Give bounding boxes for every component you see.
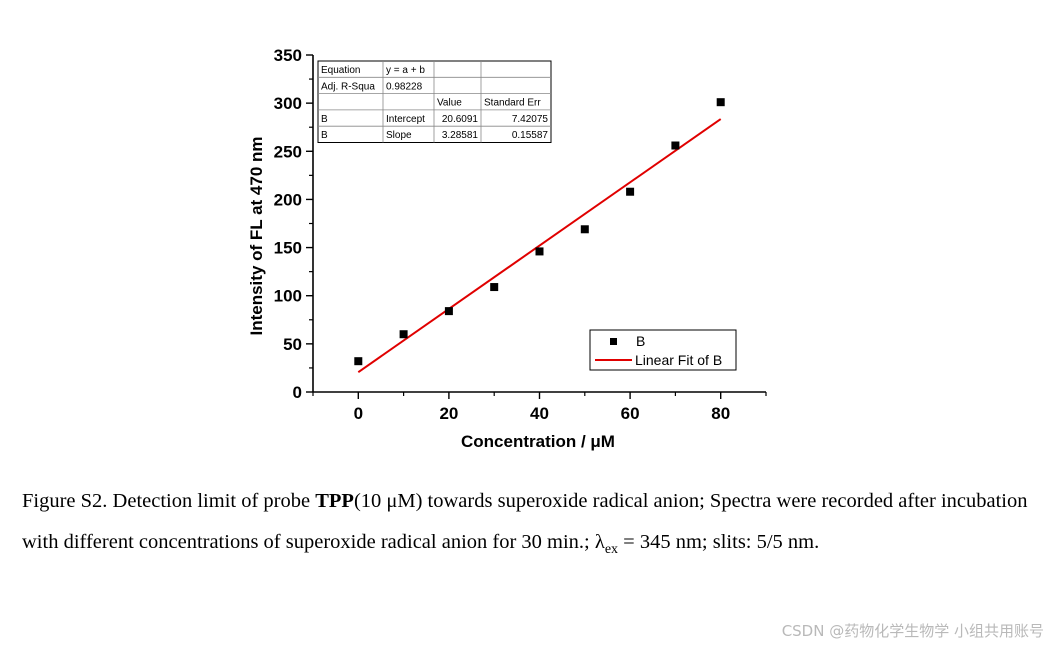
data-point xyxy=(716,98,725,107)
y-tick-label: 50 xyxy=(283,335,302,354)
legend: B Linear Fit of B xyxy=(589,329,737,371)
fit-table-cell: Value xyxy=(437,98,462,109)
ticks: 0 50 100 150 200 250 300 350 0 20 40 60 80 xyxy=(274,46,767,423)
caption-probe-name: TPP xyxy=(315,490,354,512)
data-point xyxy=(535,247,544,256)
caption-subscript: ex xyxy=(604,542,619,558)
fit-line xyxy=(357,118,722,373)
legend-marker-points xyxy=(610,338,617,345)
fit-table-cell: B xyxy=(321,130,328,141)
caption-part1: Figure S2. Detection limit of probe xyxy=(22,490,316,512)
data-point xyxy=(354,357,363,366)
legend-box xyxy=(589,329,737,371)
legend-label-fit: Linear Fit of B xyxy=(635,352,722,368)
y-tick-label: 350 xyxy=(274,46,302,65)
data-marks xyxy=(354,98,725,373)
figure-caption: Figure S2. Detection limit of probe TPP(… xyxy=(22,481,1037,570)
fit-table-border xyxy=(317,60,552,143)
chart: 0 50 100 150 200 250 300 350 0 20 40 60 80 Equation y… xyxy=(247,46,767,451)
legend-label-points: B xyxy=(636,333,645,349)
data-point xyxy=(490,283,499,292)
x-tick-label: 40 xyxy=(530,404,549,423)
data-point xyxy=(444,307,453,316)
fit-table-cell: Adj. R-Squa xyxy=(321,81,375,92)
fit-table-cell: Equation xyxy=(321,65,360,76)
fit-table-cell: Standard Err xyxy=(484,98,541,109)
fit-table-cell: Intercept xyxy=(386,114,425,125)
y-tick-label: 250 xyxy=(274,142,302,161)
fit-table-cell: 20.6091 xyxy=(442,114,479,125)
data-point xyxy=(626,187,635,196)
fit-table-cell: 0.98228 xyxy=(386,81,423,92)
x-tick-label: 60 xyxy=(621,404,640,423)
x-tick-label: 80 xyxy=(711,404,730,423)
fit-table-cell: 7.42075 xyxy=(512,114,549,125)
fit-table-cell: 0.15587 xyxy=(512,130,549,141)
fit-table: Equation y = a + b Adj. R-Squa 0.98228 Value… xyxy=(317,60,552,143)
watermark: CSDN @药物化学生物学 小组共用账号 xyxy=(781,622,1044,640)
data-point xyxy=(399,330,408,339)
x-tick-label: 20 xyxy=(439,404,458,423)
y-tick-label: 150 xyxy=(274,239,302,258)
data-point xyxy=(580,225,589,234)
fit-table-cell: y = a + b xyxy=(386,65,425,76)
fit-table-cell: Slope xyxy=(386,130,412,141)
caption-part3: = 345 nm; slits: 5/5 nm. xyxy=(618,531,820,553)
caption-part2: (10 μM) towards superoxide radical anion… xyxy=(22,490,1028,553)
data-point xyxy=(671,141,680,150)
y-axis-title: Intensity of FL at 470 nm xyxy=(247,136,266,335)
y-tick-label: 300 xyxy=(274,94,302,113)
fit-table-cell: B xyxy=(321,114,328,125)
x-tick-label: 0 xyxy=(354,404,363,423)
y-tick-label: 0 xyxy=(293,383,302,402)
y-tick-label: 200 xyxy=(274,190,302,209)
y-tick-label: 100 xyxy=(274,287,302,306)
fit-table-cell: 3.28581 xyxy=(442,130,479,141)
x-axis-title: Concentration / μM xyxy=(461,432,615,451)
